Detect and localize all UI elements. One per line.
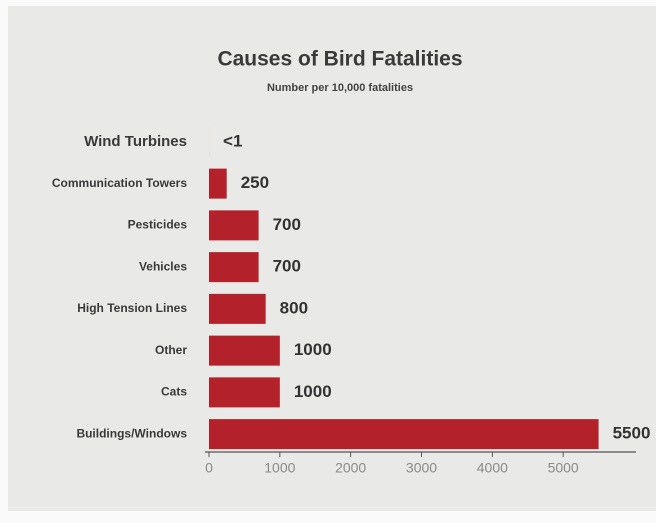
bar: [209, 293, 266, 324]
x-tick-label: 3000: [406, 460, 437, 476]
x-tick-label: 0: [205, 460, 213, 476]
value-label: 5500: [613, 424, 651, 443]
bar: [209, 335, 280, 366]
value-label: 1000: [294, 340, 332, 359]
category-label: Vehicles: [139, 259, 187, 273]
value-label: <1: [223, 131, 242, 150]
x-tick-label: 1000: [264, 460, 295, 476]
bar: [209, 419, 599, 450]
bar: [209, 168, 227, 199]
bar: [209, 377, 280, 408]
bar: [209, 252, 259, 283]
category-label: Buildings/Windows: [76, 426, 187, 440]
value-label: 800: [280, 298, 308, 317]
x-tick-label: 2000: [335, 460, 366, 476]
category-label: Cats: [161, 385, 187, 399]
chart-subtitle: Number per 10,000 fatalities: [267, 82, 413, 94]
value-label: 700: [273, 215, 301, 234]
value-label: 250: [241, 173, 269, 192]
x-tick-label: 4000: [477, 460, 508, 476]
value-label: 1000: [294, 382, 332, 401]
x-tick-label: 5000: [548, 460, 579, 476]
bar: [209, 210, 259, 241]
chart-title: Causes of Bird Fatalities: [217, 48, 462, 71]
category-label: High Tension Lines: [77, 301, 187, 315]
category-label: Wind Turbines: [84, 133, 187, 150]
category-label: Pesticides: [128, 218, 188, 232]
category-label: Communication Towers: [52, 176, 187, 190]
value-label: 700: [273, 257, 301, 276]
category-label: Other: [155, 343, 187, 357]
